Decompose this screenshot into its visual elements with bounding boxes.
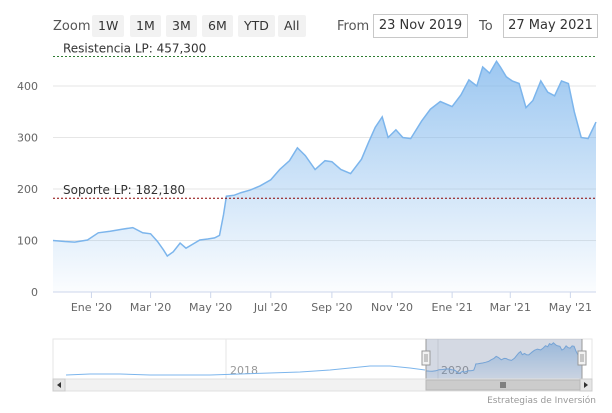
credit-text[interactable]: Estrategias de Inversión [487,395,596,406]
zoom-3m-button[interactable]: 3M [166,15,197,37]
y-tick-label: 0 [31,286,38,299]
plot-line-label: Resistencia LP: 457,300 [63,42,206,56]
x-tick-label: Ene '21 [432,301,473,314]
zoom-ytd-button[interactable]: YTD [238,15,275,37]
zoom-1m-button[interactable]: 1M [130,15,161,37]
navigator-history-line [65,365,426,376]
series-line [52,59,597,258]
zoom-label: Zoom [53,19,91,34]
plot-line-label: Soporte LP: 182,180 [63,183,185,197]
navigator-year-label-2018: 2018 [230,364,258,377]
x-tick-label: Jul '20 [253,301,288,314]
x-tick-label: Mar '20 [130,301,171,314]
x-tick-label: May '21 [549,301,592,314]
arrow-left-icon [57,382,61,388]
x-tick-label: Nov '20 [371,301,413,314]
navigator-handle-right[interactable] [577,350,587,366]
plot-lines: Resistencia LP: 457,300 Soporte LP: 182,1… [53,42,596,199]
to-date-input[interactable]: 27 May 2021 [503,14,598,38]
x-tick-label: Ene '20 [71,301,112,314]
from-label: From [337,19,370,34]
y-tick-label: 400 [17,80,38,93]
navigator-selected-area [425,342,583,380]
zoom-6m-button[interactable]: 6M [202,15,233,37]
x-tick-label: Sep '20 [311,301,352,314]
to-label: To [479,19,493,34]
x-axis: Ene '20 Mar '20 May '20 Jul '20 Sep '20 Nov '… [53,291,596,314]
y-axis-labels: 0 100 200 300 400 [17,80,38,299]
arrow-right-icon [584,382,588,388]
zoom-1w-button[interactable]: 1W [92,15,125,37]
zoom-all-button[interactable]: All [278,15,306,37]
y-tick-label: 200 [17,183,38,196]
navigator[interactable]: 2018 2020 [52,338,593,380]
navigator-mask[interactable] [426,339,582,379]
x-tick-label: Mar '21 [490,301,531,314]
y-tick-label: 100 [17,235,38,248]
navigator-handle-left[interactable] [421,350,431,366]
series-area [53,61,596,292]
range-selector-toolbar: Zoom 1W 1M 3M 6M YTD All From 23 Nov 201… [0,0,612,52]
x-tick-label: May '20 [189,301,232,314]
y-tick-label: 300 [17,132,38,145]
from-date-input[interactable]: 23 Nov 2019 [373,14,468,38]
scrollbar[interactable] [52,378,593,392]
